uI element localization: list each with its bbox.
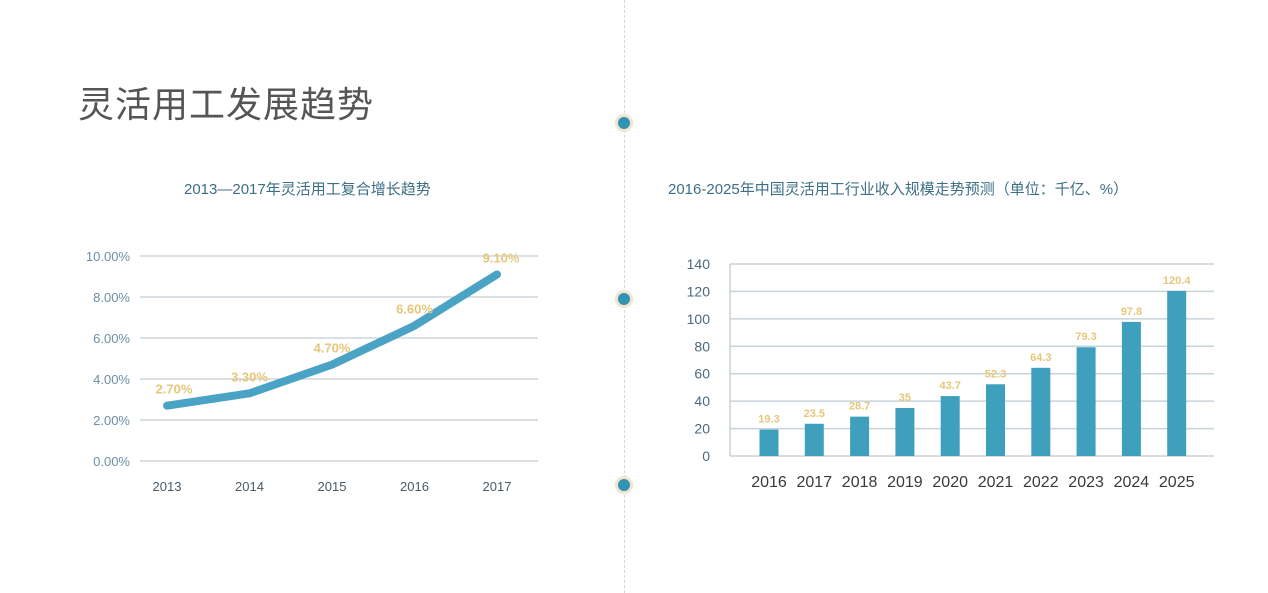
x-tick-label: 2014 [235, 479, 264, 494]
bar [895, 408, 915, 456]
data-label: 19.3 [758, 414, 779, 426]
line-chart: 0.00% 2.00% 4.00% 6.00% 8.00% 10.00% 2013 2014 2… [86, 249, 538, 494]
y-tick-label: 60 [694, 366, 710, 382]
x-tick-label: 2020 [932, 474, 968, 491]
y-tick-label: 4.00% [93, 372, 130, 387]
data-label: 28.7 [849, 401, 870, 413]
y-tick-label: 140 [687, 256, 711, 272]
data-point [247, 391, 252, 396]
page-title: 灵活用工发展趋势 [78, 85, 375, 126]
data-label: 35 [899, 392, 911, 404]
y-tick-label: 0 [702, 448, 710, 464]
y-tick-label: 10.00% [86, 249, 131, 264]
bar [759, 429, 779, 456]
data-label: 52.3 [985, 368, 1006, 380]
bar [1121, 321, 1141, 456]
data-label: 97.8 [1121, 306, 1142, 318]
line-chart-title: 2013—2017年灵活用工复合增长趋势 [184, 181, 431, 198]
data-label: 6.60% [396, 302, 433, 317]
bar [1031, 367, 1051, 456]
bar-chart: 0 20 40 60 80 100 120 140 19.3 23.5 28.7 35 43.7 52.3… [687, 256, 1214, 491]
bar [850, 416, 870, 456]
data-label: 3.30% [231, 369, 268, 384]
timeline-node-dot [615, 476, 633, 494]
data-point [495, 272, 499, 277]
data-label: 43.7 [939, 380, 960, 392]
bar-chart-title: 2016-2025年中国灵活用工行业收入规模走势预测（单位：千亿、%） [668, 181, 1129, 198]
x-tick-label: 2024 [1114, 474, 1150, 491]
x-tick-label: 2018 [842, 474, 878, 491]
data-label: 9.10% [483, 250, 520, 265]
data-point [165, 403, 169, 408]
data-label: 64.3 [1030, 352, 1051, 364]
data-label: 23.5 [804, 408, 825, 420]
x-tick-label: 2017 [483, 479, 512, 494]
y-tick-label: 120 [687, 283, 711, 299]
x-tick-label: 2021 [978, 474, 1014, 491]
x-tick-label: 2013 [153, 479, 182, 494]
data-point [412, 323, 417, 328]
bar [1076, 347, 1096, 456]
y-tick-label: 2.00% [93, 413, 130, 428]
data-label: 2.70% [156, 382, 193, 397]
timeline-node-dot [615, 114, 633, 132]
x-tick-label: 2017 [797, 474, 833, 491]
y-tick-label: 100 [687, 311, 711, 327]
y-tick-label: 0.00% [93, 454, 130, 469]
data-label: 79.3 [1075, 331, 1096, 343]
timeline-node-dot [615, 290, 633, 308]
y-tick-label: 40 [694, 393, 710, 409]
x-tick-label: 2016 [751, 474, 787, 491]
y-tick-label: 20 [694, 421, 710, 437]
y-tick-label: 80 [694, 338, 710, 354]
x-tick-label: 2016 [400, 479, 429, 494]
y-tick-label: 8.00% [93, 290, 130, 305]
bar [804, 423, 824, 456]
data-label: 120.4 [1163, 275, 1191, 287]
x-tick-label: 2025 [1159, 474, 1195, 491]
y-tick-label: 6.00% [93, 331, 130, 346]
data-point [330, 362, 334, 367]
bar [986, 384, 1005, 456]
bar [1167, 290, 1187, 456]
x-tick-label: 2015 [318, 479, 347, 494]
x-tick-label: 2019 [887, 474, 923, 491]
bar [940, 396, 960, 456]
data-label: 4.70% [314, 341, 351, 356]
x-tick-label: 2022 [1023, 474, 1059, 491]
x-tick-label: 2023 [1068, 474, 1104, 491]
